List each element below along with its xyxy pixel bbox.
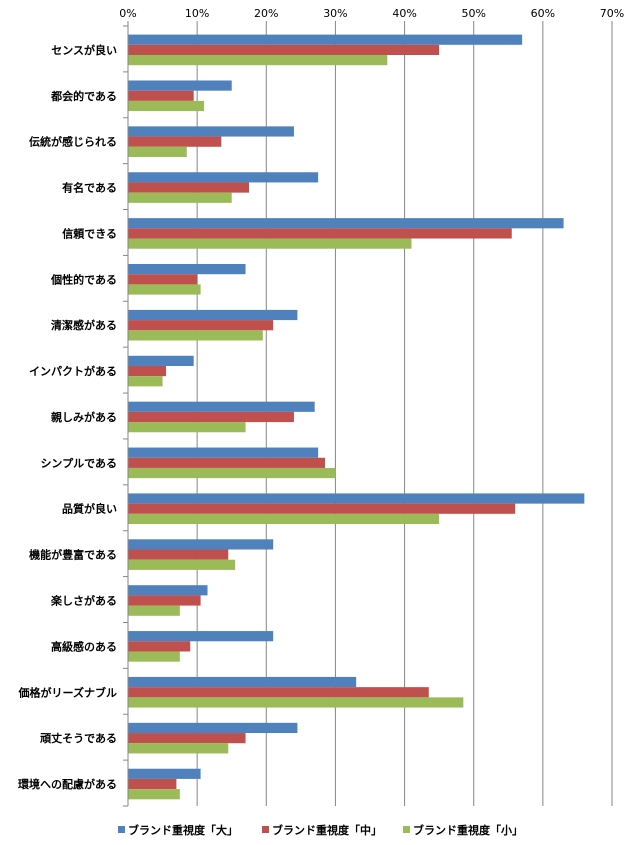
x-tick-label: 70% bbox=[600, 7, 624, 20]
category-label: 有名である bbox=[62, 181, 117, 195]
category-label: 高級感のある bbox=[51, 639, 117, 653]
bar bbox=[128, 503, 516, 514]
bar bbox=[128, 595, 201, 606]
x-tick-label: 30% bbox=[323, 7, 347, 20]
bar bbox=[128, 447, 319, 458]
legend-label: ブランド重視度「中」 bbox=[272, 823, 382, 837]
bar bbox=[128, 55, 388, 66]
bar bbox=[128, 493, 585, 504]
x-tick-label: 60% bbox=[531, 7, 555, 20]
bar bbox=[128, 743, 229, 754]
category-label: 頑丈そうである bbox=[39, 731, 117, 745]
bar bbox=[128, 733, 246, 744]
category-label: 信頼できる bbox=[62, 226, 117, 240]
x-tick-label: 20% bbox=[254, 7, 278, 20]
legend: ブランド重視度「大」 ブランド重視度「中」 ブランド重視度「小」 bbox=[118, 823, 523, 837]
bar bbox=[128, 768, 201, 779]
bar bbox=[128, 274, 198, 285]
bar bbox=[128, 126, 294, 137]
bar bbox=[128, 182, 249, 193]
bar bbox=[128, 778, 177, 790]
bar bbox=[128, 136, 222, 147]
category-label: 個性的である bbox=[50, 272, 117, 286]
bars bbox=[128, 34, 585, 800]
bar bbox=[128, 355, 194, 366]
bar bbox=[128, 651, 180, 662]
category-label: 楽しさがある bbox=[50, 593, 117, 607]
bar bbox=[128, 539, 274, 550]
bar bbox=[128, 467, 336, 479]
bar bbox=[128, 789, 180, 800]
category-label: 伝統が感じられる bbox=[29, 135, 117, 149]
bar bbox=[128, 401, 315, 412]
bar bbox=[128, 172, 319, 183]
bar bbox=[128, 687, 429, 698]
x-tick-label: 10% bbox=[185, 7, 209, 20]
bar bbox=[128, 559, 236, 570]
bar bbox=[128, 146, 187, 157]
bar bbox=[128, 376, 163, 387]
category-label: 価格がリーズナブル bbox=[18, 685, 117, 699]
bar bbox=[128, 80, 232, 91]
category-label: 環境への配慮がある bbox=[18, 777, 117, 791]
bar bbox=[128, 697, 464, 708]
legend-swatch bbox=[262, 826, 269, 833]
bar bbox=[128, 90, 194, 101]
bar bbox=[128, 309, 298, 321]
bar bbox=[128, 218, 564, 229]
category-label: 清潔感がある bbox=[51, 318, 117, 332]
bar bbox=[128, 513, 440, 525]
bar bbox=[128, 320, 274, 331]
bar bbox=[128, 585, 208, 596]
bar bbox=[128, 264, 246, 275]
bar bbox=[128, 330, 263, 341]
category-label: シンプルである bbox=[40, 456, 117, 470]
bar bbox=[128, 457, 326, 468]
bar bbox=[128, 284, 201, 295]
category-label: 親しみがある bbox=[51, 410, 117, 424]
category-label: 品質が良い bbox=[62, 502, 117, 516]
legend-label: ブランド重視度「小」 bbox=[413, 823, 523, 837]
bar bbox=[128, 411, 294, 423]
category-labels: センスが良い都会的である伝統が感じられる有名である信頼できる個性的である清潔感が… bbox=[18, 43, 117, 791]
bar bbox=[128, 722, 298, 734]
category-label: 機能が豊富である bbox=[29, 548, 117, 562]
bar bbox=[128, 34, 523, 45]
legend-swatch bbox=[403, 826, 410, 833]
bar bbox=[128, 44, 440, 55]
x-tick-label: 0% bbox=[119, 7, 136, 20]
bar bbox=[128, 192, 232, 203]
bar bbox=[128, 631, 274, 642]
bar bbox=[128, 365, 167, 377]
x-tick-label: 50% bbox=[461, 7, 485, 20]
bar bbox=[128, 676, 357, 688]
category-label: 都会的である bbox=[50, 89, 117, 103]
category-label: センスが良い bbox=[51, 43, 117, 57]
legend-swatch bbox=[118, 826, 125, 833]
category-label: インパクトがある bbox=[29, 364, 117, 378]
bar bbox=[128, 605, 180, 616]
bar bbox=[128, 641, 191, 652]
x-tick-label: 40% bbox=[392, 7, 416, 20]
x-axis-ticks: 0% 10% 20% 30% 40% 50% 60% 70% bbox=[119, 7, 624, 20]
bar bbox=[128, 238, 412, 249]
bar bbox=[128, 549, 229, 560]
legend-label: ブランド重視度「大」 bbox=[128, 823, 238, 837]
bar bbox=[128, 100, 205, 112]
bar bbox=[128, 228, 512, 239]
bar bbox=[128, 422, 246, 433]
